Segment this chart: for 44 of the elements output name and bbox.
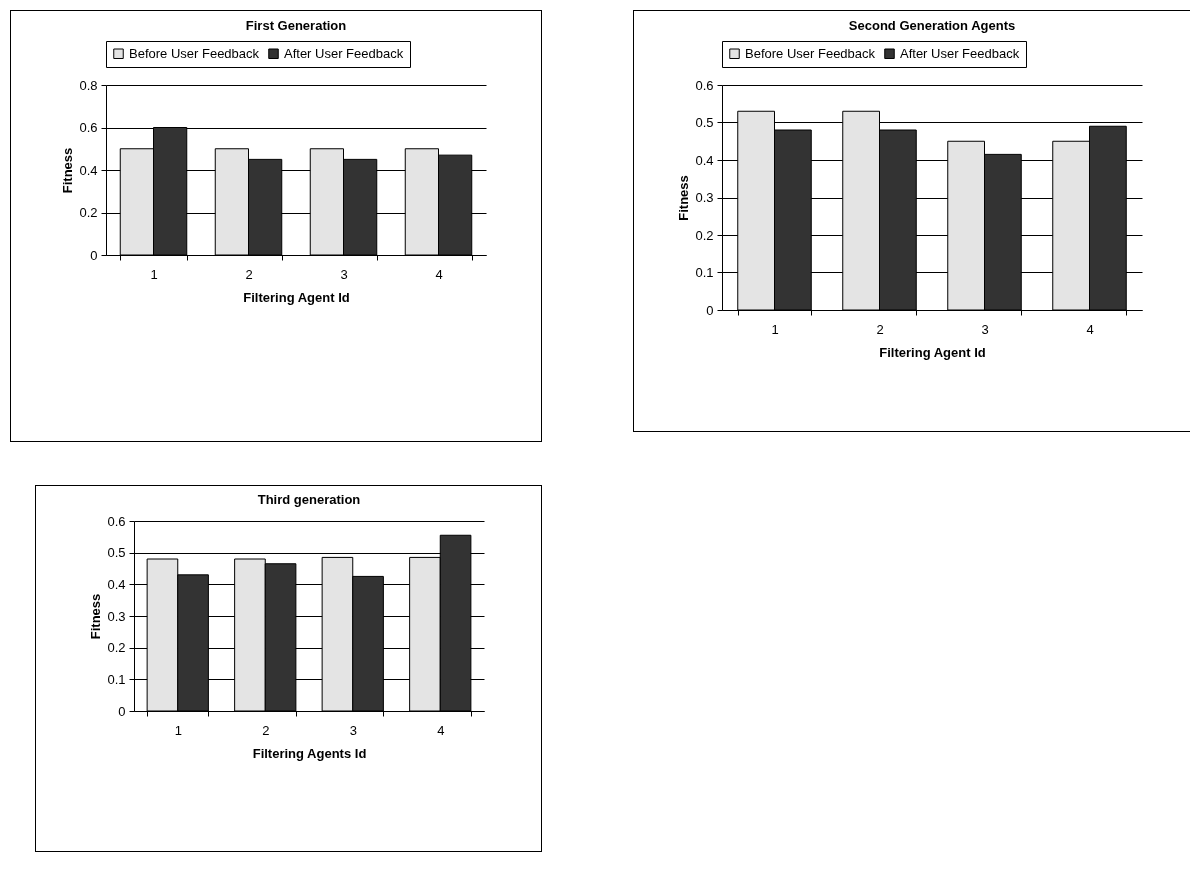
- x-tick-label: 2: [261, 722, 269, 738]
- x-tick-label: 4: [1086, 321, 1094, 337]
- y-tick-label: 0.8: [79, 77, 98, 93]
- y-tick-label: 0.3: [695, 190, 714, 205]
- x-tick-label: 4: [435, 266, 443, 282]
- chart-title: Third generation: [257, 492, 360, 507]
- x-tick-label: 2: [245, 266, 253, 282]
- y-tick-label: 0.3: [106, 608, 125, 624]
- chart-title: First Generation: [245, 17, 347, 33]
- y-tick-label: 0: [706, 302, 714, 318]
- y-tick-label: 0.5: [695, 115, 714, 130]
- x-tick-label: 3: [981, 321, 989, 337]
- y-tick-label: 0.4: [79, 162, 98, 178]
- x-axis-title: Filtering Agents Id: [252, 745, 366, 761]
- y-axis-title: Fitness: [676, 175, 692, 221]
- y-axis-title: Fitness: [60, 147, 76, 194]
- y-tick-label: 0.4: [695, 152, 714, 168]
- y-tick-label: 0: [117, 703, 125, 719]
- y-tick-label: 0: [90, 247, 98, 263]
- y-tick-label: 0.2: [106, 640, 125, 656]
- legend-label: After User Feedback: [284, 45, 404, 61]
- legend-label: After User Feedback: [900, 45, 1020, 61]
- x-tick-label: 3: [340, 266, 348, 282]
- x-tick-label: 3: [349, 722, 357, 738]
- y-axis-title: Fitness: [87, 593, 103, 640]
- x-tick-label: 1: [174, 722, 182, 738]
- y-tick-label: 0.6: [79, 120, 98, 135]
- x-axis-title: Filtering Agent Id: [243, 289, 350, 305]
- y-tick-label: 0.6: [695, 77, 714, 93]
- x-tick-label: 2: [876, 321, 884, 337]
- y-tick-label: 0.4: [106, 576, 125, 592]
- y-tick-label: 0.1: [106, 671, 125, 687]
- x-tick-label: 4: [436, 722, 444, 738]
- chart-title: Second Generation Agents: [848, 17, 1016, 33]
- legend-label: Before User Feedback: [745, 45, 876, 61]
- x-tick-label: 1: [150, 266, 158, 282]
- y-tick-label: 0.2: [79, 205, 98, 220]
- y-tick-label: 0.5: [106, 545, 125, 561]
- y-tick-label: 0.2: [695, 227, 714, 243]
- y-tick-label: 0.1: [695, 265, 714, 280]
- y-tick-label: 0.6: [106, 513, 125, 529]
- x-axis-title: Filtering Agent Id: [879, 344, 986, 360]
- x-tick-label: 1: [771, 321, 779, 337]
- legend-label: Before User Feedback: [129, 45, 260, 61]
